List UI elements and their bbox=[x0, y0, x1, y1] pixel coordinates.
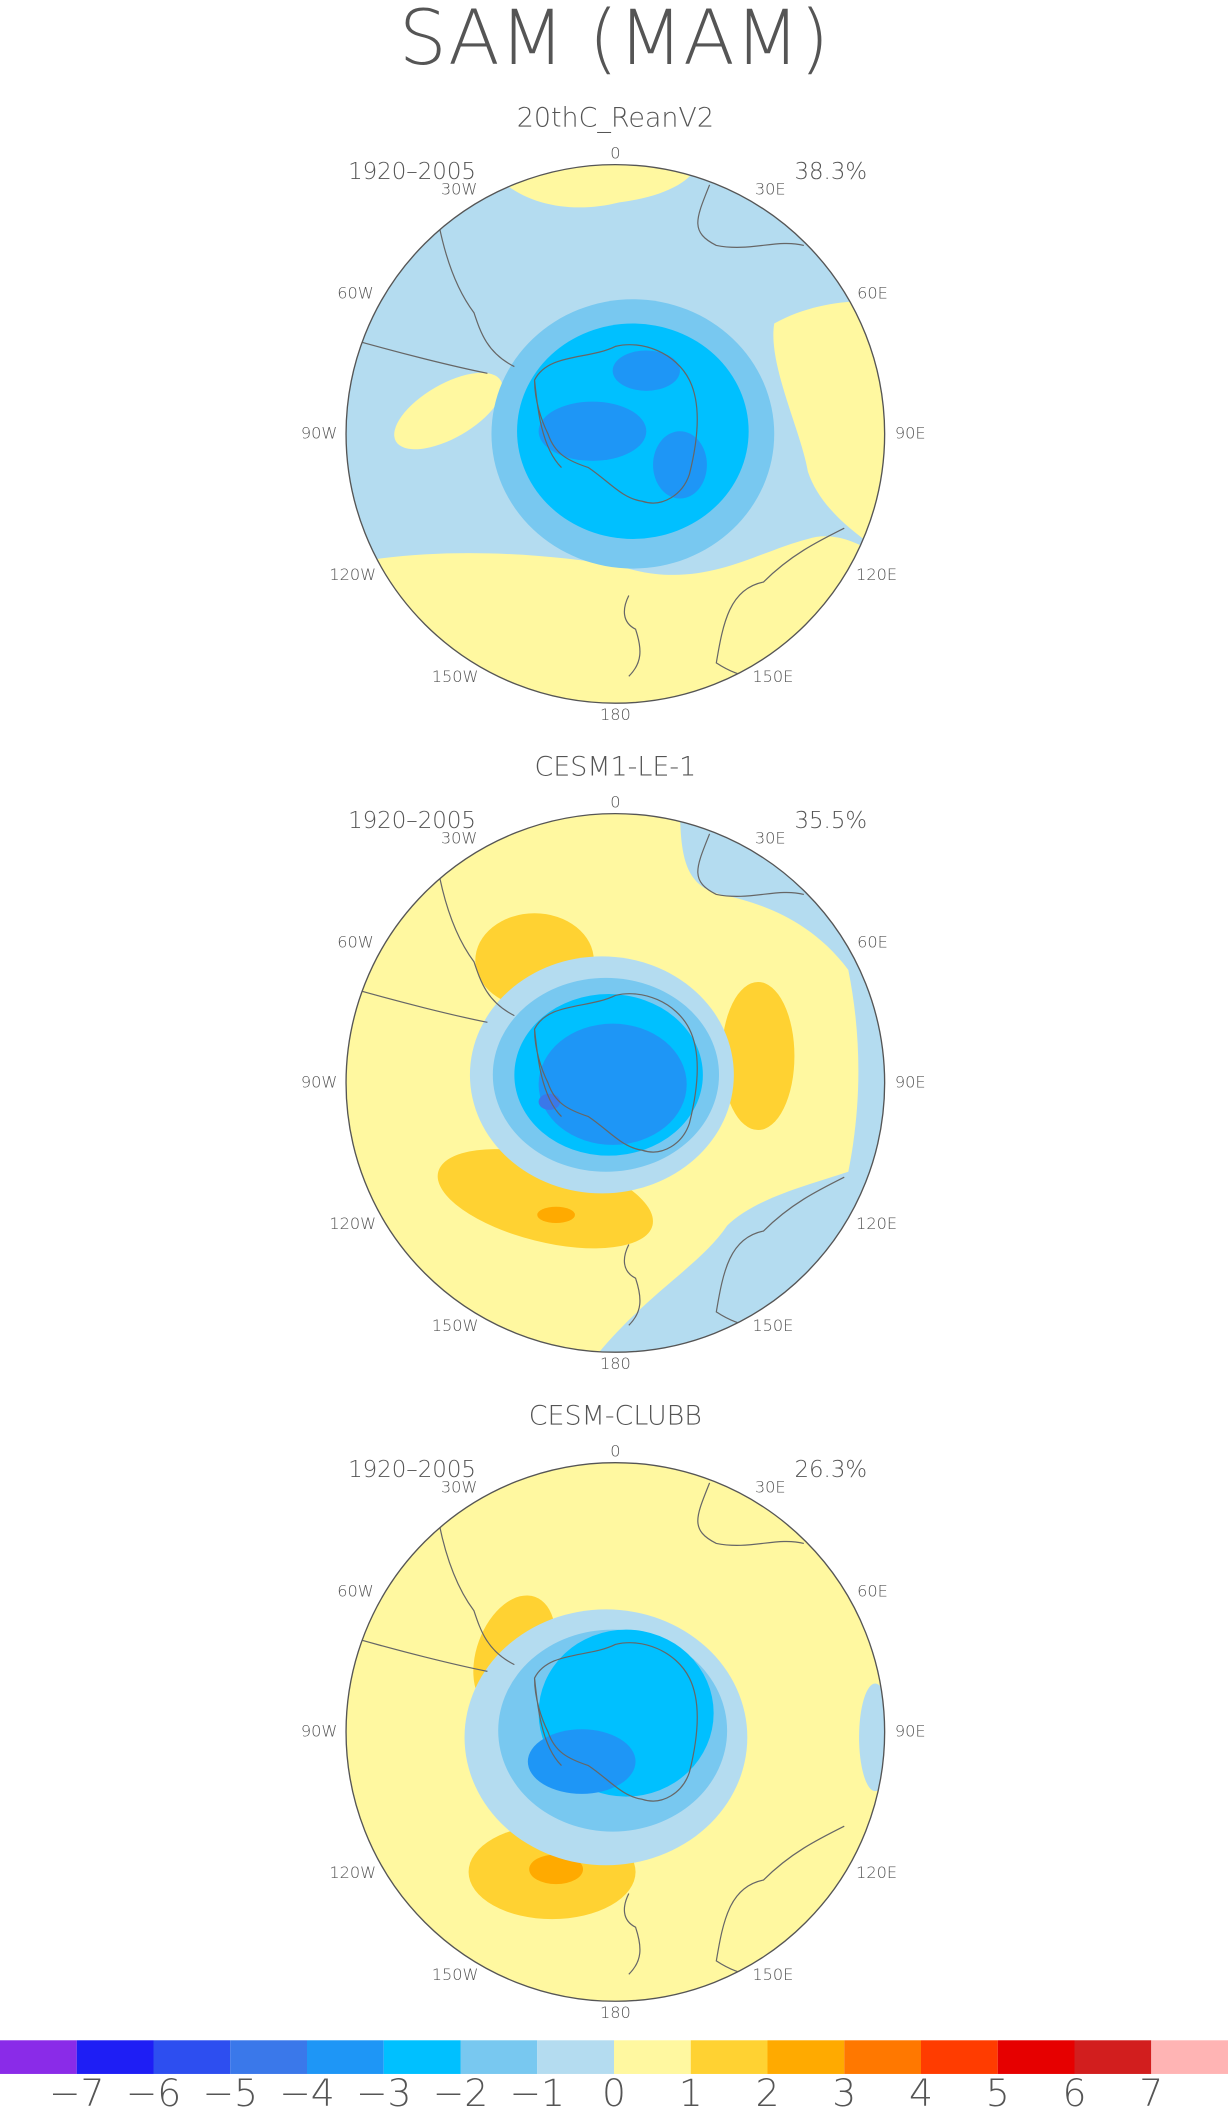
longitude-label: 120E bbox=[856, 1863, 897, 1882]
colorbar-label: −1 bbox=[509, 2071, 565, 2112]
longitude-label: 120W bbox=[329, 1214, 376, 1233]
longitude-label: 30E bbox=[755, 829, 786, 848]
variance: 38.3% bbox=[794, 159, 867, 185]
colorbar-label: 5 bbox=[986, 2071, 1010, 2112]
panel-title: CESM1-LE-1 bbox=[534, 751, 696, 782]
colorbar-label: 1 bbox=[679, 2071, 703, 2112]
colorbar-label: 3 bbox=[832, 2071, 856, 2112]
colorbar-box bbox=[230, 2040, 307, 2074]
longitude-label: 150W bbox=[432, 1316, 479, 1335]
longitude-label: 150E bbox=[752, 1316, 793, 1335]
longitude-label: 60E bbox=[857, 283, 888, 302]
colorbar-label: 6 bbox=[1063, 2071, 1087, 2112]
variance: 26.3% bbox=[794, 1457, 867, 1483]
colorbar-box bbox=[1151, 2040, 1228, 2074]
longitude-label: 30W bbox=[441, 1478, 478, 1497]
colorbar-label: −6 bbox=[126, 2071, 182, 2112]
panel-title: 20thC_ReanV2 bbox=[517, 102, 714, 133]
period: 1920–2005 bbox=[348, 808, 476, 834]
colorbar-label: 0 bbox=[602, 2071, 626, 2112]
longitude-label: 150E bbox=[752, 1965, 793, 1984]
longitude-label: 120E bbox=[856, 1214, 897, 1233]
longitude-label: 0 bbox=[610, 792, 620, 811]
colorbar-box bbox=[997, 2040, 1075, 2074]
longitude-label: 150W bbox=[432, 667, 479, 686]
colorbar-label: −4 bbox=[279, 2071, 335, 2112]
longitude-label: 120W bbox=[329, 565, 376, 584]
map bbox=[346, 164, 885, 704]
longitude-label: 90W bbox=[301, 1072, 338, 1091]
longitude-label: 30E bbox=[755, 180, 786, 199]
colorbar-box bbox=[460, 2040, 538, 2074]
longitude-label: 90E bbox=[895, 423, 926, 442]
colorbar-box bbox=[690, 2040, 768, 2074]
colorbar-box bbox=[614, 2040, 691, 2074]
longitude-label: 0 bbox=[610, 143, 620, 162]
colorbar-label: −3 bbox=[356, 2071, 412, 2112]
colorbar-label: −5 bbox=[202, 2071, 258, 2112]
colorbar-label: −2 bbox=[433, 2071, 489, 2112]
colorbar-box bbox=[1074, 2040, 1152, 2074]
longitude-label: 60W bbox=[337, 932, 373, 951]
longitude-label: 30W bbox=[441, 180, 478, 199]
longitude-label: 180 bbox=[600, 2003, 631, 2022]
variance: 35.5% bbox=[794, 808, 867, 834]
colorbar-box bbox=[537, 2040, 614, 2074]
colorbar-box bbox=[307, 2040, 384, 2074]
colorbar-box bbox=[0, 2040, 77, 2074]
longitude-label: 120E bbox=[856, 565, 897, 584]
map-rim bbox=[345, 1461, 886, 2002]
colorbar-box bbox=[153, 2040, 231, 2074]
map-rim bbox=[345, 812, 886, 1353]
longitude-label: 90W bbox=[301, 1721, 338, 1740]
longitude-label: 180 bbox=[600, 705, 631, 724]
colorbar-box bbox=[921, 2040, 998, 2074]
colorbar-box bbox=[76, 2040, 154, 2074]
longitude-label: 180 bbox=[600, 1354, 631, 1373]
panel-title: CESM-CLUBB bbox=[529, 1400, 702, 1431]
map-rim bbox=[345, 163, 886, 704]
map bbox=[346, 1462, 885, 2002]
longitude-label: 90E bbox=[895, 1072, 926, 1091]
colorbar-box bbox=[844, 2040, 921, 2074]
period: 1920–2005 bbox=[348, 159, 476, 185]
colorbar-label: −7 bbox=[49, 2071, 105, 2112]
longitude-label: 120W bbox=[329, 1863, 376, 1882]
longitude-label: 60E bbox=[857, 1581, 888, 1600]
longitude-label: 150W bbox=[432, 1965, 479, 1984]
longitude-label: 60W bbox=[337, 283, 373, 302]
colorbar-label: 2 bbox=[756, 2071, 780, 2112]
colorbar-label: 7 bbox=[1139, 2071, 1163, 2112]
map bbox=[346, 813, 885, 1353]
longitude-label: 30W bbox=[441, 829, 478, 848]
longitude-label: 60E bbox=[857, 932, 888, 951]
colorbar-box bbox=[383, 2040, 461, 2074]
period: 1920–2005 bbox=[348, 1457, 476, 1483]
longitude-label: 150E bbox=[752, 667, 793, 686]
figure-title: SAM (MAM) bbox=[399, 0, 829, 82]
longitude-label: 90W bbox=[301, 423, 338, 442]
longitude-label: 0 bbox=[610, 1441, 620, 1460]
longitude-label: 30E bbox=[755, 1478, 786, 1497]
colorbar-box bbox=[767, 2040, 845, 2074]
colorbar-label: 4 bbox=[909, 2071, 933, 2112]
longitude-label: 60W bbox=[337, 1581, 373, 1600]
longitude-label: 90E bbox=[895, 1721, 926, 1740]
